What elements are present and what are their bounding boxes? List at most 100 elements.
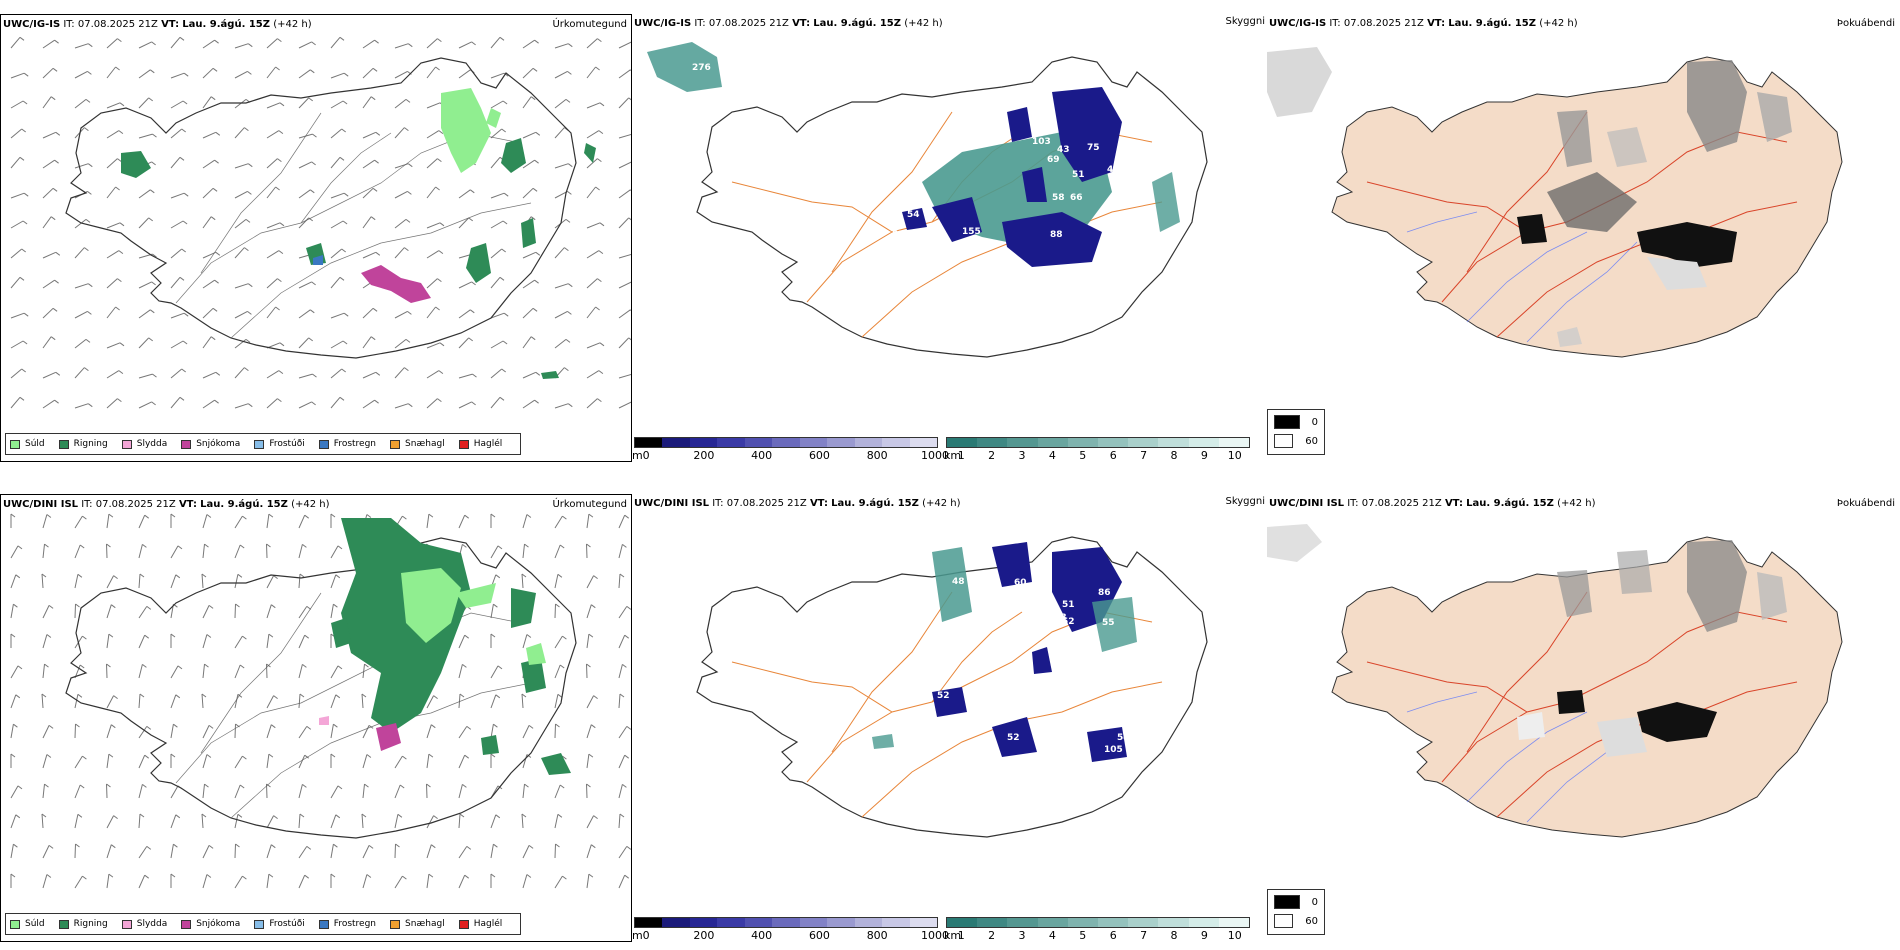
wind-barb-tick xyxy=(468,217,474,222)
wind-barb xyxy=(74,99,87,109)
wind-barb-tick xyxy=(17,665,23,670)
wind-barb-tick xyxy=(270,724,276,729)
wind-barb-tick xyxy=(374,39,379,44)
wind-barb-tick xyxy=(330,513,336,518)
wind-barb-tick xyxy=(75,603,80,608)
cloud-base-label: 103 xyxy=(1032,137,1051,147)
scale-tick-label: 600 xyxy=(808,929,830,942)
wind-barb xyxy=(490,248,503,259)
wind-barb-tick xyxy=(341,248,347,253)
wind-barb xyxy=(618,693,621,709)
wind-barb-tick xyxy=(499,276,505,281)
legend-item: Frostúði xyxy=(254,439,305,449)
wind-barb-tick xyxy=(13,843,18,848)
wind-barb xyxy=(234,603,236,619)
wind-barb-tick xyxy=(118,130,124,134)
wind-barb xyxy=(426,130,440,139)
wind-barb-tick xyxy=(335,574,341,579)
scale-tick-label: 3 xyxy=(1018,929,1026,942)
scale-color-step xyxy=(977,918,1008,927)
legend-swatch xyxy=(10,919,20,929)
wind-barb-tick xyxy=(567,163,573,168)
wind-barb xyxy=(170,100,184,109)
wind-barb-tick xyxy=(407,190,412,195)
wind-barb xyxy=(330,100,344,109)
wind-barb xyxy=(10,128,23,139)
wind-barb xyxy=(618,726,628,739)
wind-barb xyxy=(330,128,343,139)
wind-barb-tick xyxy=(279,342,285,347)
wind-barb xyxy=(330,312,345,319)
wind-barb-tick xyxy=(245,338,251,343)
wind-barb xyxy=(42,39,55,49)
wind-barb-tick xyxy=(266,783,271,788)
wind-barb xyxy=(522,336,532,349)
wind-barb-tick xyxy=(237,693,243,698)
wind-barb xyxy=(10,100,24,109)
wind-barb xyxy=(298,514,306,529)
wind-barb-tick xyxy=(312,373,317,378)
wind-barb-tick xyxy=(559,664,565,669)
wind-barb xyxy=(138,846,148,859)
wind-barb-tick xyxy=(302,663,307,668)
legend-swatch xyxy=(10,439,20,449)
wind-barb-tick xyxy=(302,543,307,548)
wind-barb xyxy=(522,399,535,409)
wind-barb-tick xyxy=(557,813,563,818)
wind-barb xyxy=(618,254,631,259)
wind-barb-tick xyxy=(619,813,625,818)
panel-title: Úrkomutegund xyxy=(552,19,627,30)
wind-barb-tick xyxy=(330,753,336,758)
wind-barb xyxy=(266,158,278,169)
wind-barb xyxy=(522,307,534,319)
wind-barb xyxy=(554,635,563,649)
wind-barb-tick xyxy=(111,604,116,609)
wind-barb xyxy=(298,634,306,649)
wind-barb xyxy=(554,70,568,79)
legend-label: Súld xyxy=(25,439,45,449)
wind-barb xyxy=(426,844,432,859)
cloud-base-label: 43 xyxy=(1057,145,1070,155)
wind-barb-tick xyxy=(268,753,274,758)
wind-barb xyxy=(362,845,370,859)
wind-barb-tick xyxy=(150,69,155,74)
wind-barb-tick xyxy=(13,723,18,728)
wind-barb xyxy=(138,41,152,49)
scale-tick-label: 5 xyxy=(1079,929,1087,942)
legend-item: Frostregn xyxy=(318,439,376,449)
wind-barb xyxy=(170,128,183,139)
wind-barb-tick xyxy=(10,873,16,878)
wind-barb-tick xyxy=(557,693,563,698)
wind-barb-tick xyxy=(247,71,252,75)
wind-barb-tick xyxy=(374,399,379,404)
wind-barb xyxy=(330,785,339,799)
scale-color-step xyxy=(1158,918,1189,927)
wind-barb xyxy=(522,845,530,859)
wind-barb-tick xyxy=(19,276,25,281)
wind-barb xyxy=(202,131,217,139)
wind-barb xyxy=(234,723,236,739)
wind-barb-tick xyxy=(337,785,343,790)
wind-barb-tick xyxy=(497,545,503,550)
wind-barb xyxy=(426,102,441,109)
legend-swatch xyxy=(254,919,265,929)
wind-barb xyxy=(138,606,148,619)
wind-barb xyxy=(522,874,528,889)
wind-barb xyxy=(554,339,567,349)
wind-barb-tick xyxy=(75,843,80,848)
wind-barb-tick xyxy=(597,38,602,43)
fog-legend-row: 60 xyxy=(1274,434,1318,448)
wind-barb xyxy=(202,845,210,859)
legend-item: Súld xyxy=(10,919,45,929)
legend-swatch xyxy=(390,919,401,929)
wind-barb-tick xyxy=(144,634,149,639)
wind-barb xyxy=(426,186,436,199)
wind-barb xyxy=(362,336,372,349)
wind-barb-tick xyxy=(405,218,411,223)
wind-barb xyxy=(170,814,177,829)
wind-barb-tick xyxy=(433,695,438,700)
wind-barb-tick xyxy=(139,813,145,818)
wind-barb xyxy=(586,342,601,349)
wind-barb-tick xyxy=(306,725,312,730)
wind-barb-tick xyxy=(206,874,212,878)
